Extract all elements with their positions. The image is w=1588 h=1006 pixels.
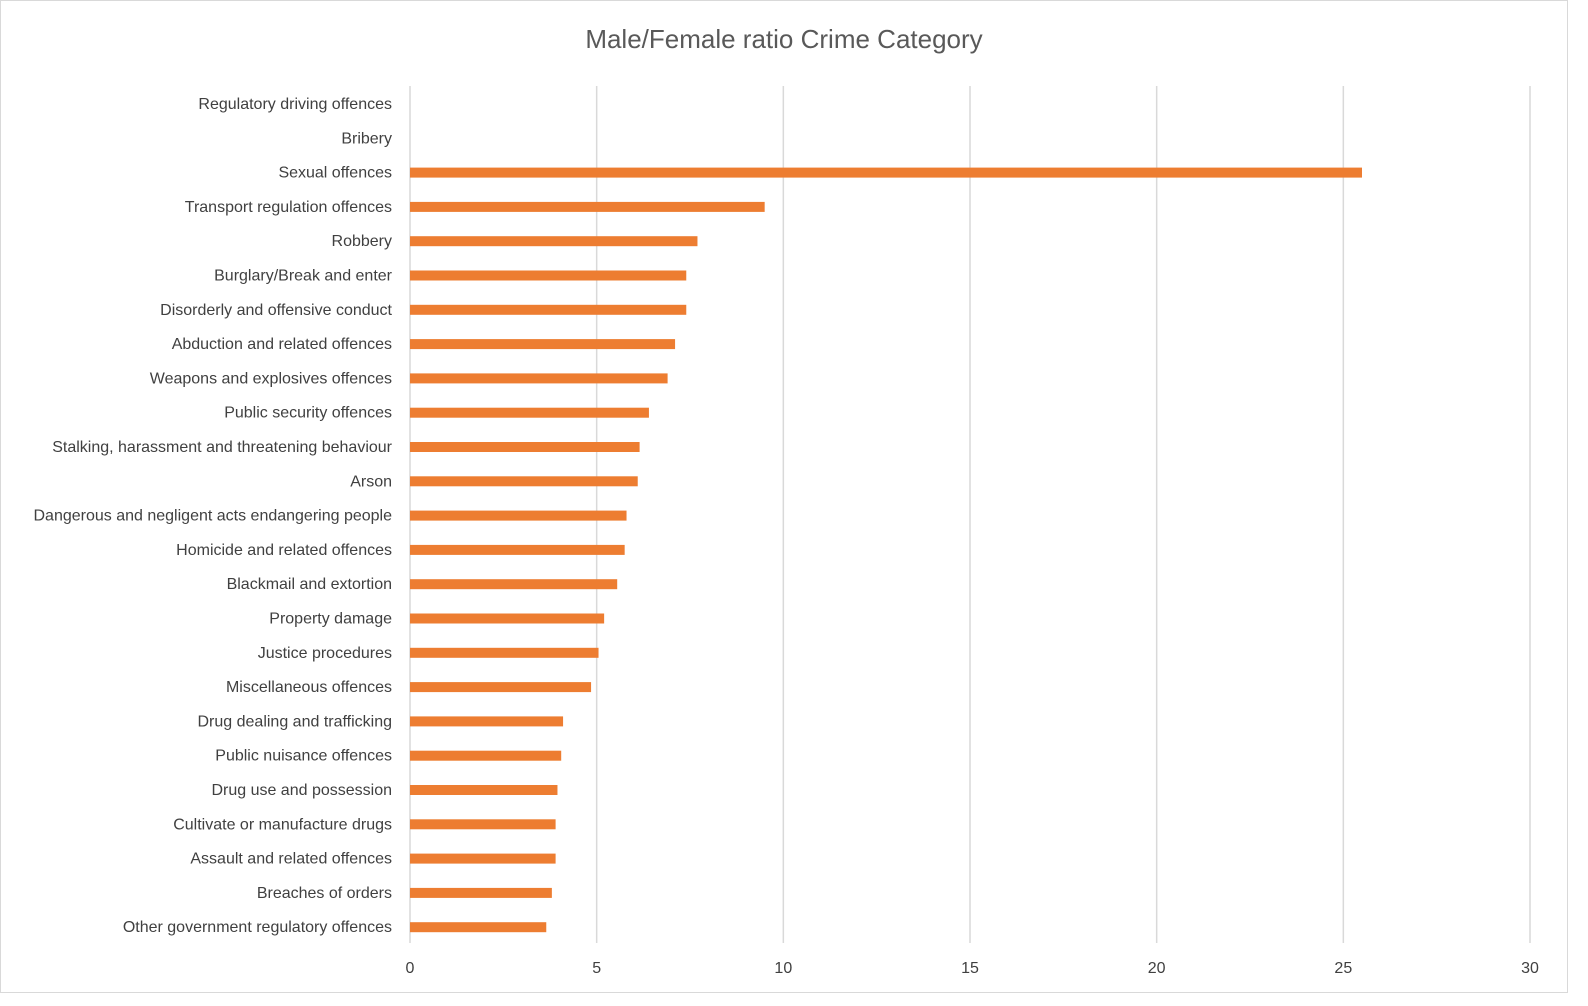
bar [410, 716, 564, 727]
x-tick-label: 0 [406, 960, 415, 977]
category-label: Drug use and possession [211, 782, 392, 799]
bar [410, 750, 562, 761]
x-tick-label: 25 [1334, 960, 1352, 977]
bar [410, 819, 556, 830]
bar [410, 167, 1362, 178]
category-label: Robbery [332, 233, 392, 250]
category-labels: Regulatory driving offences Bribery Sexual… [34, 96, 393, 936]
x-tick-label: 10 [774, 960, 792, 977]
bar [410, 373, 668, 384]
bar [410, 887, 552, 898]
category-label: Sexual offences [278, 165, 392, 182]
category-label: Transport regulation offences [185, 199, 392, 216]
category-label: Dangerous and negligent acts endangering… [34, 508, 393, 525]
bar [410, 682, 592, 693]
category-label: Public security offences [224, 405, 392, 422]
bar [410, 647, 599, 658]
gridlines [409, 86, 1531, 943]
category-label: Property damage [269, 611, 392, 628]
bar [410, 407, 649, 418]
category-label: Cultivate or manufacture drugs [173, 816, 392, 833]
bar [410, 579, 618, 590]
category-label: Other government regulatory offences [123, 919, 392, 936]
category-label: Burglary/Break and enter [214, 268, 393, 285]
bar [410, 304, 687, 315]
x-tick-label: 20 [1148, 960, 1166, 977]
bar [410, 270, 687, 281]
bar [410, 613, 605, 624]
category-label: Assault and related offences [190, 851, 392, 868]
x-tick-label: 15 [961, 960, 979, 977]
bar [410, 785, 558, 795]
x-tick-label: 5 [592, 960, 601, 977]
category-label: Abduction and related offences [172, 336, 392, 353]
x-tick-label: 30 [1521, 960, 1539, 977]
category-label: Regulatory driving offences [198, 96, 392, 113]
category-label: Breaches of orders [257, 885, 392, 902]
bar [410, 442, 640, 452]
category-label: Homicide and related offences [176, 542, 392, 559]
bar [410, 922, 547, 933]
category-label: Blackmail and extortion [227, 576, 392, 593]
category-label: Justice procedures [258, 645, 392, 662]
category-label: Disorderly and offensive conduct [160, 302, 392, 319]
bar [410, 236, 698, 247]
bar [410, 510, 627, 521]
chart-title: Male/Female ratio Crime Category [585, 24, 982, 54]
category-label: Arson [350, 473, 392, 490]
bar [410, 201, 765, 212]
category-label: Public nuisance offences [215, 748, 392, 765]
bar [410, 339, 676, 350]
category-label: Drug dealing and trafficking [198, 713, 393, 730]
bar [410, 476, 638, 487]
category-label: Miscellaneous offences [226, 679, 392, 696]
bar [410, 853, 556, 864]
x-tick-labels: 0 5 10 15 20 25 30 [406, 960, 1539, 977]
bar [410, 544, 625, 555]
bars [410, 167, 1362, 933]
category-label: Stalking, harassment and threatening beh… [52, 439, 392, 456]
category-label: Bribery [341, 130, 392, 147]
category-label: Weapons and explosives offences [150, 370, 392, 387]
